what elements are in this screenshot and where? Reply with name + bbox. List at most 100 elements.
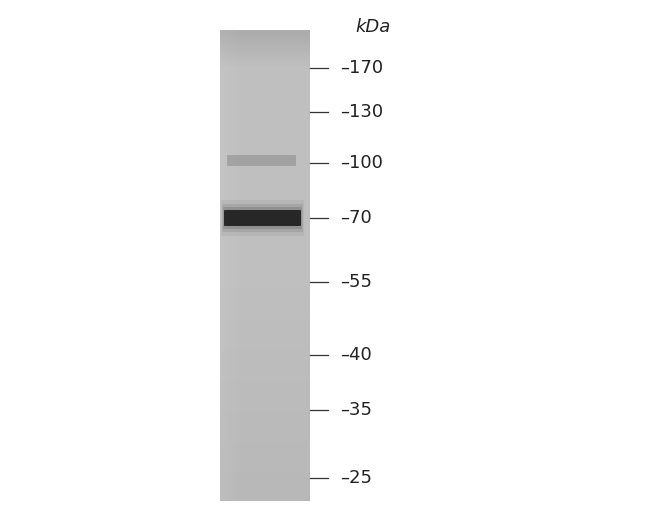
Bar	[220, 385, 310, 387]
Bar	[220, 72, 310, 74]
Bar	[220, 417, 310, 419]
Bar	[220, 389, 310, 392]
Bar	[220, 395, 310, 398]
Bar	[220, 102, 310, 104]
Bar	[220, 485, 310, 487]
Bar	[220, 231, 310, 233]
Bar	[220, 443, 310, 445]
Bar	[220, 438, 310, 440]
Bar	[220, 178, 310, 180]
Bar	[220, 440, 310, 442]
Bar	[220, 372, 310, 374]
Text: –40: –40	[340, 346, 372, 364]
Bar	[220, 478, 310, 480]
Bar	[220, 92, 310, 95]
Bar	[220, 446, 310, 448]
Bar	[220, 57, 310, 59]
Bar	[220, 266, 310, 268]
Bar	[220, 150, 310, 152]
Bar	[220, 193, 310, 196]
Bar	[220, 48, 310, 50]
Bar	[220, 181, 310, 184]
Bar	[220, 489, 310, 491]
Bar	[220, 374, 310, 376]
Bar	[220, 114, 310, 117]
Text: –35: –35	[340, 401, 372, 419]
Bar	[220, 143, 310, 145]
Bar	[220, 360, 310, 362]
Bar	[220, 299, 310, 301]
Bar	[220, 479, 310, 481]
Bar	[220, 116, 310, 118]
Bar	[220, 128, 310, 131]
Bar	[220, 218, 310, 220]
Bar	[220, 406, 310, 408]
Bar	[238, 30, 239, 500]
Bar	[220, 153, 310, 155]
Bar	[220, 86, 310, 88]
Bar	[220, 393, 310, 395]
Bar	[220, 220, 310, 223]
Bar	[220, 64, 310, 66]
Bar	[220, 152, 310, 154]
Bar	[220, 100, 310, 102]
Bar	[220, 198, 310, 200]
Text: –25: –25	[340, 469, 372, 487]
Bar	[220, 368, 310, 371]
Bar	[220, 471, 310, 473]
Bar	[235, 30, 236, 500]
Bar	[220, 404, 310, 406]
Bar	[220, 70, 310, 72]
Bar	[220, 46, 310, 49]
Bar	[220, 45, 310, 47]
Bar	[220, 249, 310, 251]
Bar	[220, 223, 310, 225]
Bar	[220, 183, 310, 185]
Bar	[220, 197, 310, 199]
Bar	[220, 408, 310, 410]
Bar	[220, 347, 310, 349]
Bar	[220, 69, 310, 71]
Bar	[220, 413, 310, 415]
Bar	[233, 30, 234, 500]
Bar	[220, 216, 310, 218]
Bar	[220, 112, 310, 114]
Bar	[220, 444, 310, 446]
Bar	[220, 295, 310, 298]
Bar	[220, 257, 310, 259]
Bar	[220, 222, 310, 224]
Bar	[220, 418, 310, 420]
Bar	[220, 186, 310, 188]
Bar	[220, 240, 310, 242]
Bar	[220, 155, 310, 158]
Bar	[220, 428, 310, 431]
Bar	[220, 435, 310, 437]
Bar	[220, 359, 310, 361]
Bar	[220, 103, 310, 105]
Bar	[220, 397, 310, 399]
Bar	[220, 361, 310, 363]
Bar	[220, 245, 310, 247]
Bar	[220, 375, 310, 378]
Bar	[220, 307, 310, 309]
Bar	[220, 437, 310, 439]
Bar	[220, 122, 310, 124]
Bar	[220, 329, 310, 331]
Bar	[220, 139, 310, 141]
Bar	[220, 371, 310, 373]
Bar	[220, 76, 310, 78]
Bar	[220, 191, 310, 193]
Bar	[220, 154, 310, 157]
Bar	[220, 376, 310, 379]
Bar	[220, 448, 310, 450]
Bar	[220, 239, 310, 241]
Bar	[220, 474, 310, 476]
Bar	[220, 42, 310, 44]
Bar	[220, 431, 310, 433]
Bar	[223, 30, 224, 500]
Bar	[220, 279, 310, 281]
Bar	[220, 60, 310, 63]
Bar	[220, 110, 310, 112]
Bar	[220, 452, 310, 454]
Bar	[220, 241, 310, 244]
